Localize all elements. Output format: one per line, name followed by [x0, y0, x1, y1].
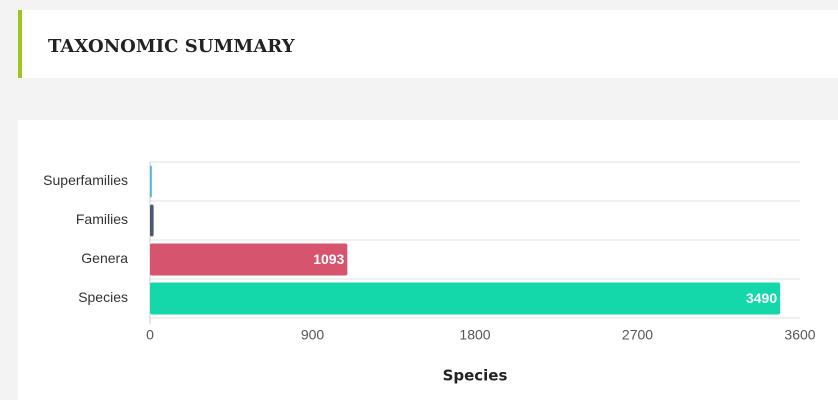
- y-tick-label: Genera: [81, 250, 128, 266]
- x-tick-label: 0: [146, 327, 154, 343]
- y-tick-label: Superfamilies: [43, 172, 128, 188]
- y-tick-label: Species: [78, 289, 128, 305]
- bar: [150, 282, 781, 315]
- chart: 0 900 1800 2700 3600 Species Superfamilies Fami…: [43, 161, 816, 385]
- x-axis-label: Species: [443, 367, 508, 385]
- value-label: 1093: [313, 251, 344, 267]
- x-tick-label: 1800: [459, 327, 490, 343]
- bar: [150, 204, 154, 237]
- x-tick-label: 3600: [784, 327, 815, 343]
- value-label: 3490: [746, 290, 777, 306]
- bar: [150, 165, 152, 198]
- x-tick-label: 900: [301, 327, 325, 343]
- x-tick-label: 2700: [622, 327, 653, 343]
- header-title: TAXONOMIC SUMMARY: [48, 36, 296, 57]
- bar: [150, 243, 348, 276]
- header-accent: [18, 10, 22, 78]
- y-tick-label: Families: [76, 211, 128, 227]
- header-card: [18, 10, 838, 78]
